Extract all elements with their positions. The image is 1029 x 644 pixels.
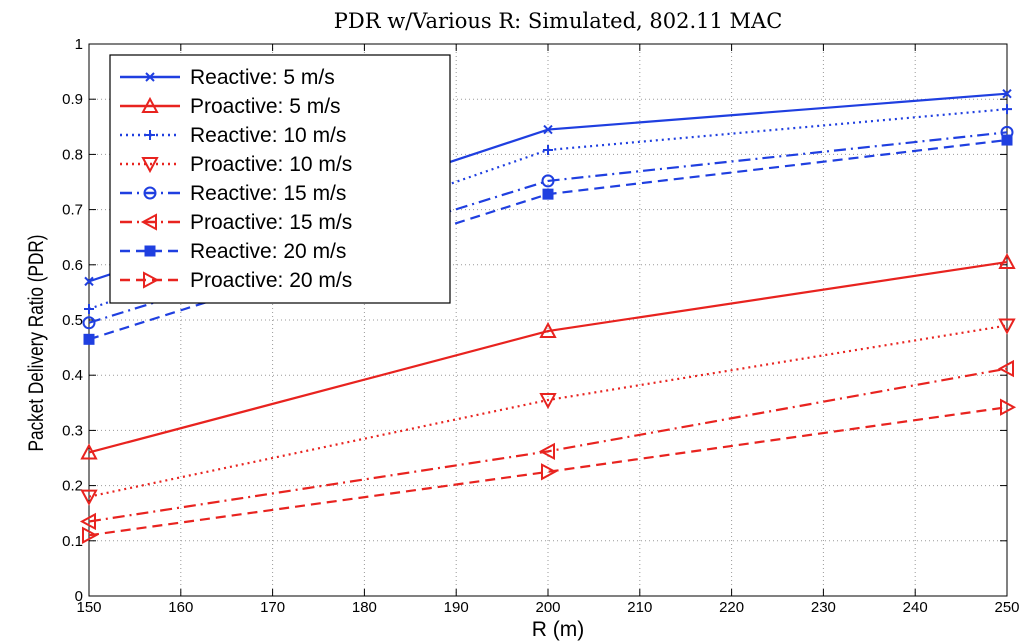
legend-entry: Reactive: 20 m/s xyxy=(120,240,346,263)
legend-entry: Proactive: 20 m/s xyxy=(120,269,352,292)
series-line-2 xyxy=(80,252,1016,460)
data-point xyxy=(539,393,557,410)
x-tick-label: 220 xyxy=(719,599,744,616)
data-point xyxy=(140,213,157,231)
x-tick-label: 180 xyxy=(352,599,377,616)
data-point xyxy=(84,276,94,287)
data-point xyxy=(1000,398,1017,416)
data-point xyxy=(80,489,98,506)
legend-label: Proactive: 5 m/s xyxy=(190,95,341,118)
x-axis-label: R (m) xyxy=(532,618,584,641)
x-tick-label: 170 xyxy=(260,599,285,616)
data-point xyxy=(143,271,160,289)
data-point xyxy=(145,72,155,82)
legend-entry: Proactive: 10 m/s xyxy=(120,153,352,176)
legend-label: Proactive: 15 m/s xyxy=(190,211,352,234)
data-point xyxy=(145,130,155,140)
data-point xyxy=(538,442,555,461)
data-point xyxy=(141,96,159,113)
x-tick-label: 240 xyxy=(903,599,928,616)
legend: Reactive: 5 m/s Proactive: 5 m/s Reactive:… xyxy=(109,54,451,304)
data-point xyxy=(83,333,95,345)
y-axis-label: Packet Delivery Ratio (PDR) xyxy=(26,234,49,451)
legend-entry: Proactive: 15 m/s xyxy=(120,211,352,234)
y-tick-label: 0 xyxy=(75,588,83,605)
data-point xyxy=(539,321,557,339)
legend-label: Reactive: 10 m/s xyxy=(190,124,346,147)
chart-title: PDR w/Various R: Simulated, 802.11 MAC xyxy=(334,9,783,33)
y-tick-label: 0.1 xyxy=(62,533,83,550)
data-point xyxy=(1002,104,1012,115)
data-point xyxy=(543,144,553,155)
y-tick-label: 0.4 xyxy=(62,367,83,384)
series-path xyxy=(88,108,1008,310)
series-line-6 xyxy=(79,359,1014,531)
series-line-8 xyxy=(82,398,1017,544)
data-point xyxy=(541,174,555,188)
data-point xyxy=(143,186,157,200)
data-point xyxy=(998,252,1016,270)
data-point xyxy=(998,318,1016,335)
y-tick-label: 0.8 xyxy=(62,146,83,163)
series-path xyxy=(88,131,1008,324)
x-tick-label: 190 xyxy=(444,599,469,616)
legend-entry: Reactive: 10 m/s xyxy=(120,124,346,147)
legend-entry: Reactive: 5 m/s xyxy=(120,66,335,89)
axis-ticks: 150 160 170 180 190 200 210 220 230 240 250 0 0.1 0.2… xyxy=(62,36,1019,616)
data-point xyxy=(997,359,1014,378)
data-point xyxy=(542,188,554,200)
data-point xyxy=(541,463,558,481)
y-tick-label: 0.6 xyxy=(62,257,83,274)
data-point xyxy=(543,124,553,135)
x-tick-label: 160 xyxy=(168,599,193,616)
x-tick-label: 250 xyxy=(994,599,1019,616)
y-tick-label: 0.9 xyxy=(62,91,83,108)
data-point xyxy=(144,245,156,257)
data-point xyxy=(80,443,98,460)
data-point xyxy=(141,157,159,174)
series-line-3 xyxy=(84,104,1012,314)
y-tick-label: 0.7 xyxy=(62,202,83,219)
data-point xyxy=(79,512,96,531)
y-tick-label: 1 xyxy=(75,36,83,53)
y-tick-label: 0.5 xyxy=(62,312,83,329)
legend-label: Proactive: 10 m/s xyxy=(190,153,352,176)
x-tick-label: 200 xyxy=(535,599,560,616)
data-point xyxy=(82,526,99,544)
series-line-4 xyxy=(80,318,1016,506)
x-tick-label: 230 xyxy=(811,599,836,616)
legend-entry: Proactive: 5 m/s xyxy=(120,95,341,118)
data-point xyxy=(84,303,94,314)
legend-label: Reactive: 15 m/s xyxy=(190,182,346,205)
series-path xyxy=(88,324,1008,498)
data-point xyxy=(1001,134,1013,146)
series-path xyxy=(88,260,1008,454)
x-tick-label: 150 xyxy=(76,599,101,616)
y-tick-label: 0.3 xyxy=(62,422,83,439)
y-tick-label: 0.2 xyxy=(62,478,83,495)
legend-entry: Reactive: 15 m/s xyxy=(120,182,346,205)
x-tick-label: 210 xyxy=(627,599,652,616)
legend-label: Reactive: 20 m/s xyxy=(190,240,346,263)
data-point xyxy=(1002,88,1012,99)
series-path xyxy=(88,406,1008,537)
legend-label: Proactive: 20 m/s xyxy=(190,269,352,292)
data-point xyxy=(82,316,96,330)
legend-label: Reactive: 5 m/s xyxy=(190,66,335,89)
legend-box xyxy=(109,54,451,304)
series-path xyxy=(88,367,1008,523)
